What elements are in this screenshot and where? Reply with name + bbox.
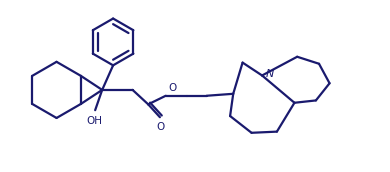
Text: O: O — [156, 122, 165, 132]
Text: N: N — [266, 69, 274, 79]
Text: O: O — [168, 83, 177, 93]
Text: OH: OH — [86, 116, 103, 126]
